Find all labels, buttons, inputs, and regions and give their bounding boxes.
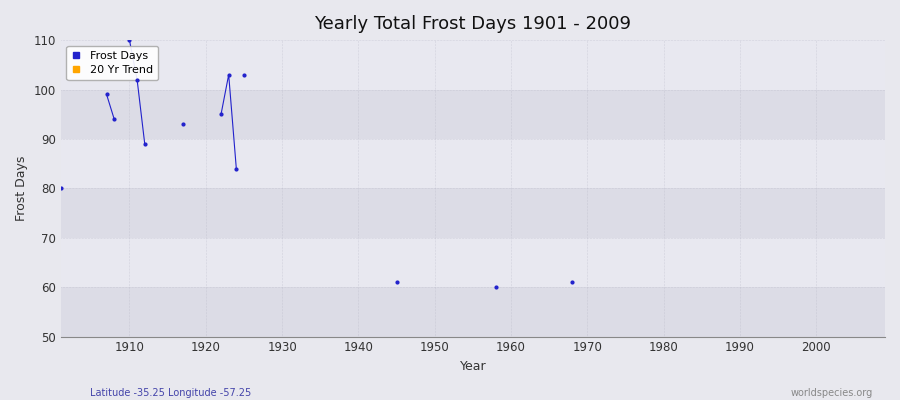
Legend: Frost Days, 20 Yr Trend: Frost Days, 20 Yr Trend bbox=[67, 46, 158, 80]
Bar bbox=[61, 139, 885, 188]
Point bbox=[390, 279, 404, 286]
Point bbox=[122, 37, 137, 43]
Bar bbox=[61, 287, 885, 336]
Point bbox=[130, 76, 144, 83]
Point bbox=[221, 72, 236, 78]
Point bbox=[138, 141, 152, 147]
Point bbox=[489, 284, 503, 290]
Title: Yearly Total Frost Days 1901 - 2009: Yearly Total Frost Days 1901 - 2009 bbox=[314, 15, 632, 33]
Point bbox=[565, 279, 580, 286]
Bar bbox=[61, 40, 885, 90]
Point bbox=[54, 185, 68, 192]
Point bbox=[230, 165, 244, 172]
Point bbox=[107, 116, 122, 122]
X-axis label: Year: Year bbox=[460, 360, 486, 373]
Point bbox=[99, 91, 113, 98]
Point bbox=[176, 121, 190, 127]
Bar bbox=[61, 238, 885, 287]
Text: Latitude -35.25 Longitude -57.25: Latitude -35.25 Longitude -57.25 bbox=[90, 388, 251, 398]
Point bbox=[214, 111, 229, 118]
Text: worldspecies.org: worldspecies.org bbox=[791, 388, 873, 398]
Y-axis label: Frost Days: Frost Days bbox=[15, 156, 28, 221]
Point bbox=[237, 72, 251, 78]
Bar bbox=[61, 90, 885, 139]
Bar bbox=[61, 188, 885, 238]
